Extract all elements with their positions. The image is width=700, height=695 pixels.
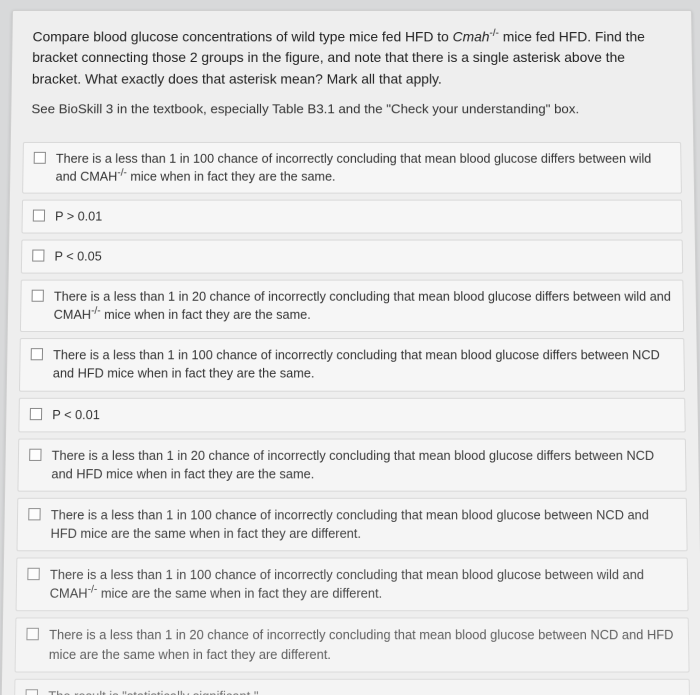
- answer-text: P < 0.01: [52, 405, 674, 423]
- genotype-superscript: -/-: [489, 28, 499, 39]
- answer-option[interactable]: There is a less than 1 in 100 chance of …: [19, 338, 685, 391]
- checkbox[interactable]: [28, 508, 40, 520]
- answer-text-pre: There is a less than 1 in 100 chance of …: [53, 348, 660, 381]
- answer-text-post: mice when in fact they are the same.: [101, 308, 311, 322]
- question-card: Compare blood glucose concentrations of …: [0, 10, 700, 695]
- checkbox[interactable]: [25, 689, 38, 695]
- answer-text-pre: There is a less than 1 in 20 chance of i…: [49, 628, 674, 661]
- checkbox[interactable]: [33, 209, 45, 221]
- prompt-paragraph-1: Compare blood glucose concentrations of …: [32, 27, 672, 90]
- prompt-text: Compare blood glucose concentrations of …: [32, 30, 452, 45]
- answer-text: There is a less than 1 in 100 chance of …: [50, 566, 678, 603]
- checkbox[interactable]: [31, 348, 43, 360]
- answer-option[interactable]: There is a less than 1 in 20 chance of i…: [15, 618, 690, 672]
- answer-text-pre: There is a less than 1 in 20 chance of i…: [51, 448, 654, 481]
- answer-text-post: mice when in fact they are the same.: [127, 169, 336, 183]
- options-list: There is a less than 1 in 100 chance of …: [0, 142, 700, 695]
- checkbox[interactable]: [26, 628, 39, 640]
- answer-text: There is a less than 1 in 20 chance of i…: [54, 288, 673, 324]
- checkbox[interactable]: [29, 448, 41, 460]
- answer-option[interactable]: There is a less than 1 in 20 chance of i…: [20, 280, 684, 333]
- answer-text: The result is "statistically significant…: [48, 687, 679, 695]
- answer-option[interactable]: The result is "statistically significant…: [14, 678, 690, 695]
- answer-text: P < 0.05: [54, 247, 672, 265]
- checkbox[interactable]: [32, 290, 44, 302]
- question-prompt: Compare blood glucose concentrations of …: [11, 11, 693, 142]
- answer-text-pre: There is a less than 1 in 100 chance of …: [50, 508, 648, 541]
- answer-text: There is a less than 1 in 20 chance of i…: [49, 626, 678, 664]
- answer-text: There is a less than 1 in 100 chance of …: [56, 149, 671, 185]
- gene-name: Cmah: [453, 30, 490, 45]
- genotype-superscript: -/-: [88, 584, 98, 595]
- answer-option[interactable]: P < 0.01: [18, 397, 685, 432]
- genotype-superscript: -/-: [117, 167, 127, 178]
- answer-text-pre: P > 0.01: [55, 209, 102, 223]
- checkbox[interactable]: [27, 568, 40, 580]
- checkbox[interactable]: [30, 408, 42, 420]
- answer-option[interactable]: P < 0.05: [21, 239, 683, 273]
- answer-text-pre: P < 0.01: [52, 408, 100, 422]
- answer-text: There is a less than 1 in 20 chance of i…: [51, 446, 675, 483]
- answer-text-pre: The result is "statistically significant…: [48, 689, 258, 695]
- answer-option[interactable]: There is a less than 1 in 100 chance of …: [22, 142, 682, 194]
- checkbox[interactable]: [34, 151, 46, 163]
- answer-text: There is a less than 1 in 100 chance of …: [50, 506, 676, 543]
- answer-option[interactable]: There is a less than 1 in 100 chance of …: [16, 558, 689, 612]
- checkbox[interactable]: [32, 250, 44, 262]
- answer-text-pre: P < 0.05: [54, 250, 101, 264]
- answer-text-post: mice are the same when in fact they are …: [97, 587, 382, 601]
- answer-option[interactable]: P > 0.01: [21, 199, 682, 233]
- answer-option[interactable]: There is a less than 1 in 100 chance of …: [16, 498, 687, 552]
- answer-text: P > 0.01: [55, 207, 671, 225]
- genotype-superscript: -/-: [91, 306, 101, 317]
- prompt-paragraph-2: See BioSkill 3 in the textbook, especial…: [31, 100, 672, 120]
- answer-option[interactable]: There is a less than 1 in 20 chance of i…: [17, 438, 686, 491]
- answer-text: There is a less than 1 in 100 chance of …: [53, 346, 674, 383]
